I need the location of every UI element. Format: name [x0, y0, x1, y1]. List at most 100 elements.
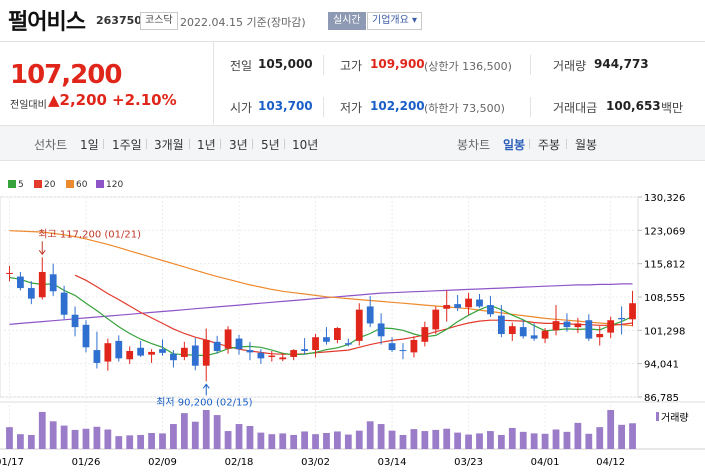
y-tick-label: 86,785 — [644, 393, 679, 404]
stock-name: 펄어비스 — [8, 10, 86, 35]
tab-period-3m[interactable]: 3개월 — [154, 138, 184, 152]
volume-bar — [334, 431, 341, 449]
candle-body — [224, 329, 232, 349]
volume-bar — [388, 430, 396, 449]
candle-body — [334, 328, 341, 340]
divider — [103, 139, 104, 149]
candle-body — [71, 314, 79, 328]
candle-body — [126, 350, 134, 360]
volume-bar — [530, 433, 538, 449]
candle-body — [421, 327, 429, 342]
legend-ma5: 5 — [8, 180, 24, 190]
volume-bar — [202, 410, 210, 449]
candle-body — [268, 355, 276, 357]
volume-bar — [574, 422, 582, 449]
candle-body — [399, 350, 407, 352]
legend-label-ma120: 120 — [106, 180, 124, 190]
candle-body — [410, 339, 418, 353]
volume-legend-swatch — [656, 412, 659, 421]
volume-bar — [465, 434, 472, 449]
volume-bar — [60, 425, 68, 449]
tab-candle-chart[interactable]: 봉차트 — [457, 138, 491, 152]
price-box — [0, 42, 214, 124]
tab-period-1d[interactable]: 1일 — [80, 138, 99, 152]
candle-body — [279, 357, 287, 360]
company-info-dropdown[interactable]: 기업개요 ▾ — [367, 12, 423, 30]
tab-weekly[interactable]: 주봉 — [538, 138, 561, 152]
volume-bar — [629, 423, 636, 449]
volume-bar — [126, 435, 134, 449]
x-tick-label: 03/02 — [301, 457, 330, 468]
tab-monthly[interactable]: 월봉 — [575, 138, 598, 152]
tab-daily[interactable]: 일봉 — [503, 138, 526, 152]
candle-body — [93, 350, 101, 363]
ma120-line — [9, 283, 633, 325]
prev-close-label: 전일 — [230, 59, 253, 73]
volume-bar — [585, 433, 593, 449]
volume-bar — [235, 424, 243, 449]
open-label: 시가 — [230, 101, 253, 115]
candle-body — [191, 345, 199, 366]
divider — [220, 139, 221, 149]
legend-ma20: 20 — [34, 180, 55, 190]
high-value: 109,900 — [370, 57, 425, 71]
divider — [530, 55, 531, 75]
candle-body — [497, 315, 505, 335]
volume-bar — [137, 434, 145, 449]
volume-bar — [27, 434, 35, 449]
low-annotation: 최저 90,200 (02/15) — [156, 396, 252, 408]
legend-label-ma20: 20 — [44, 180, 56, 190]
stock-code: 263750 — [96, 14, 142, 27]
title-bar — [0, 0, 705, 42]
low-arrowhead-icon — [202, 383, 210, 389]
x-tick-label: 01/26 — [72, 457, 101, 468]
market-badge: 코스닥 — [140, 12, 178, 30]
legend-label-ma60: 60 — [76, 180, 88, 190]
candle-body — [476, 299, 483, 307]
candle-body — [27, 288, 35, 299]
y-tick-label: 101,298 — [644, 326, 685, 337]
volume-bar — [454, 432, 462, 449]
candle-body — [104, 343, 112, 362]
divider — [566, 139, 567, 149]
tab-period-10y[interactable]: 10년 — [292, 138, 319, 152]
candle-body — [443, 305, 451, 309]
chevron-down-icon: ▾ — [412, 15, 418, 26]
volume-bar — [563, 431, 571, 449]
change-value: ▲2,200 — [48, 91, 107, 109]
x-tick-label: 03/14 — [378, 457, 407, 468]
volume-bar — [410, 429, 418, 449]
candle-body — [290, 350, 298, 357]
candle-body — [465, 298, 472, 308]
legend-swatch-ma20 — [34, 180, 42, 188]
tab-period-5y[interactable]: 5년 — [261, 138, 280, 152]
volume-bar — [170, 424, 177, 449]
volume-bar — [180, 413, 188, 449]
y-tick-label: 115,812 — [644, 260, 685, 271]
volume-bar — [312, 434, 319, 449]
volume-bar — [399, 434, 407, 449]
tab-period-1w[interactable]: 1주일 — [112, 138, 142, 152]
y-tick-label: 94,041 — [644, 360, 679, 371]
tab-period-3y[interactable]: 3년 — [229, 138, 248, 152]
candle-body — [257, 352, 265, 359]
change-label: 전일대비 — [10, 100, 47, 111]
x-tick-label: 04/12 — [596, 457, 625, 468]
candle-body — [574, 323, 582, 328]
volume-bar — [191, 421, 199, 449]
volume-bar — [421, 431, 429, 449]
x-tick-label: 01/17 — [0, 457, 24, 468]
candle-body — [38, 271, 46, 298]
candle-body — [60, 292, 68, 315]
candle-body — [49, 274, 57, 292]
chart-tab-bar — [0, 125, 705, 161]
realtime-button[interactable]: 실시간 — [328, 12, 366, 30]
low-label: 저가 — [340, 101, 363, 115]
divider — [323, 55, 324, 75]
tab-period-1y[interactable]: 1년 — [197, 138, 216, 152]
candle-body — [235, 338, 243, 350]
tab-line-chart[interactable]: 선차트 — [34, 138, 68, 152]
price-plot-frame — [0, 196, 639, 398]
volume-bar — [213, 415, 221, 449]
